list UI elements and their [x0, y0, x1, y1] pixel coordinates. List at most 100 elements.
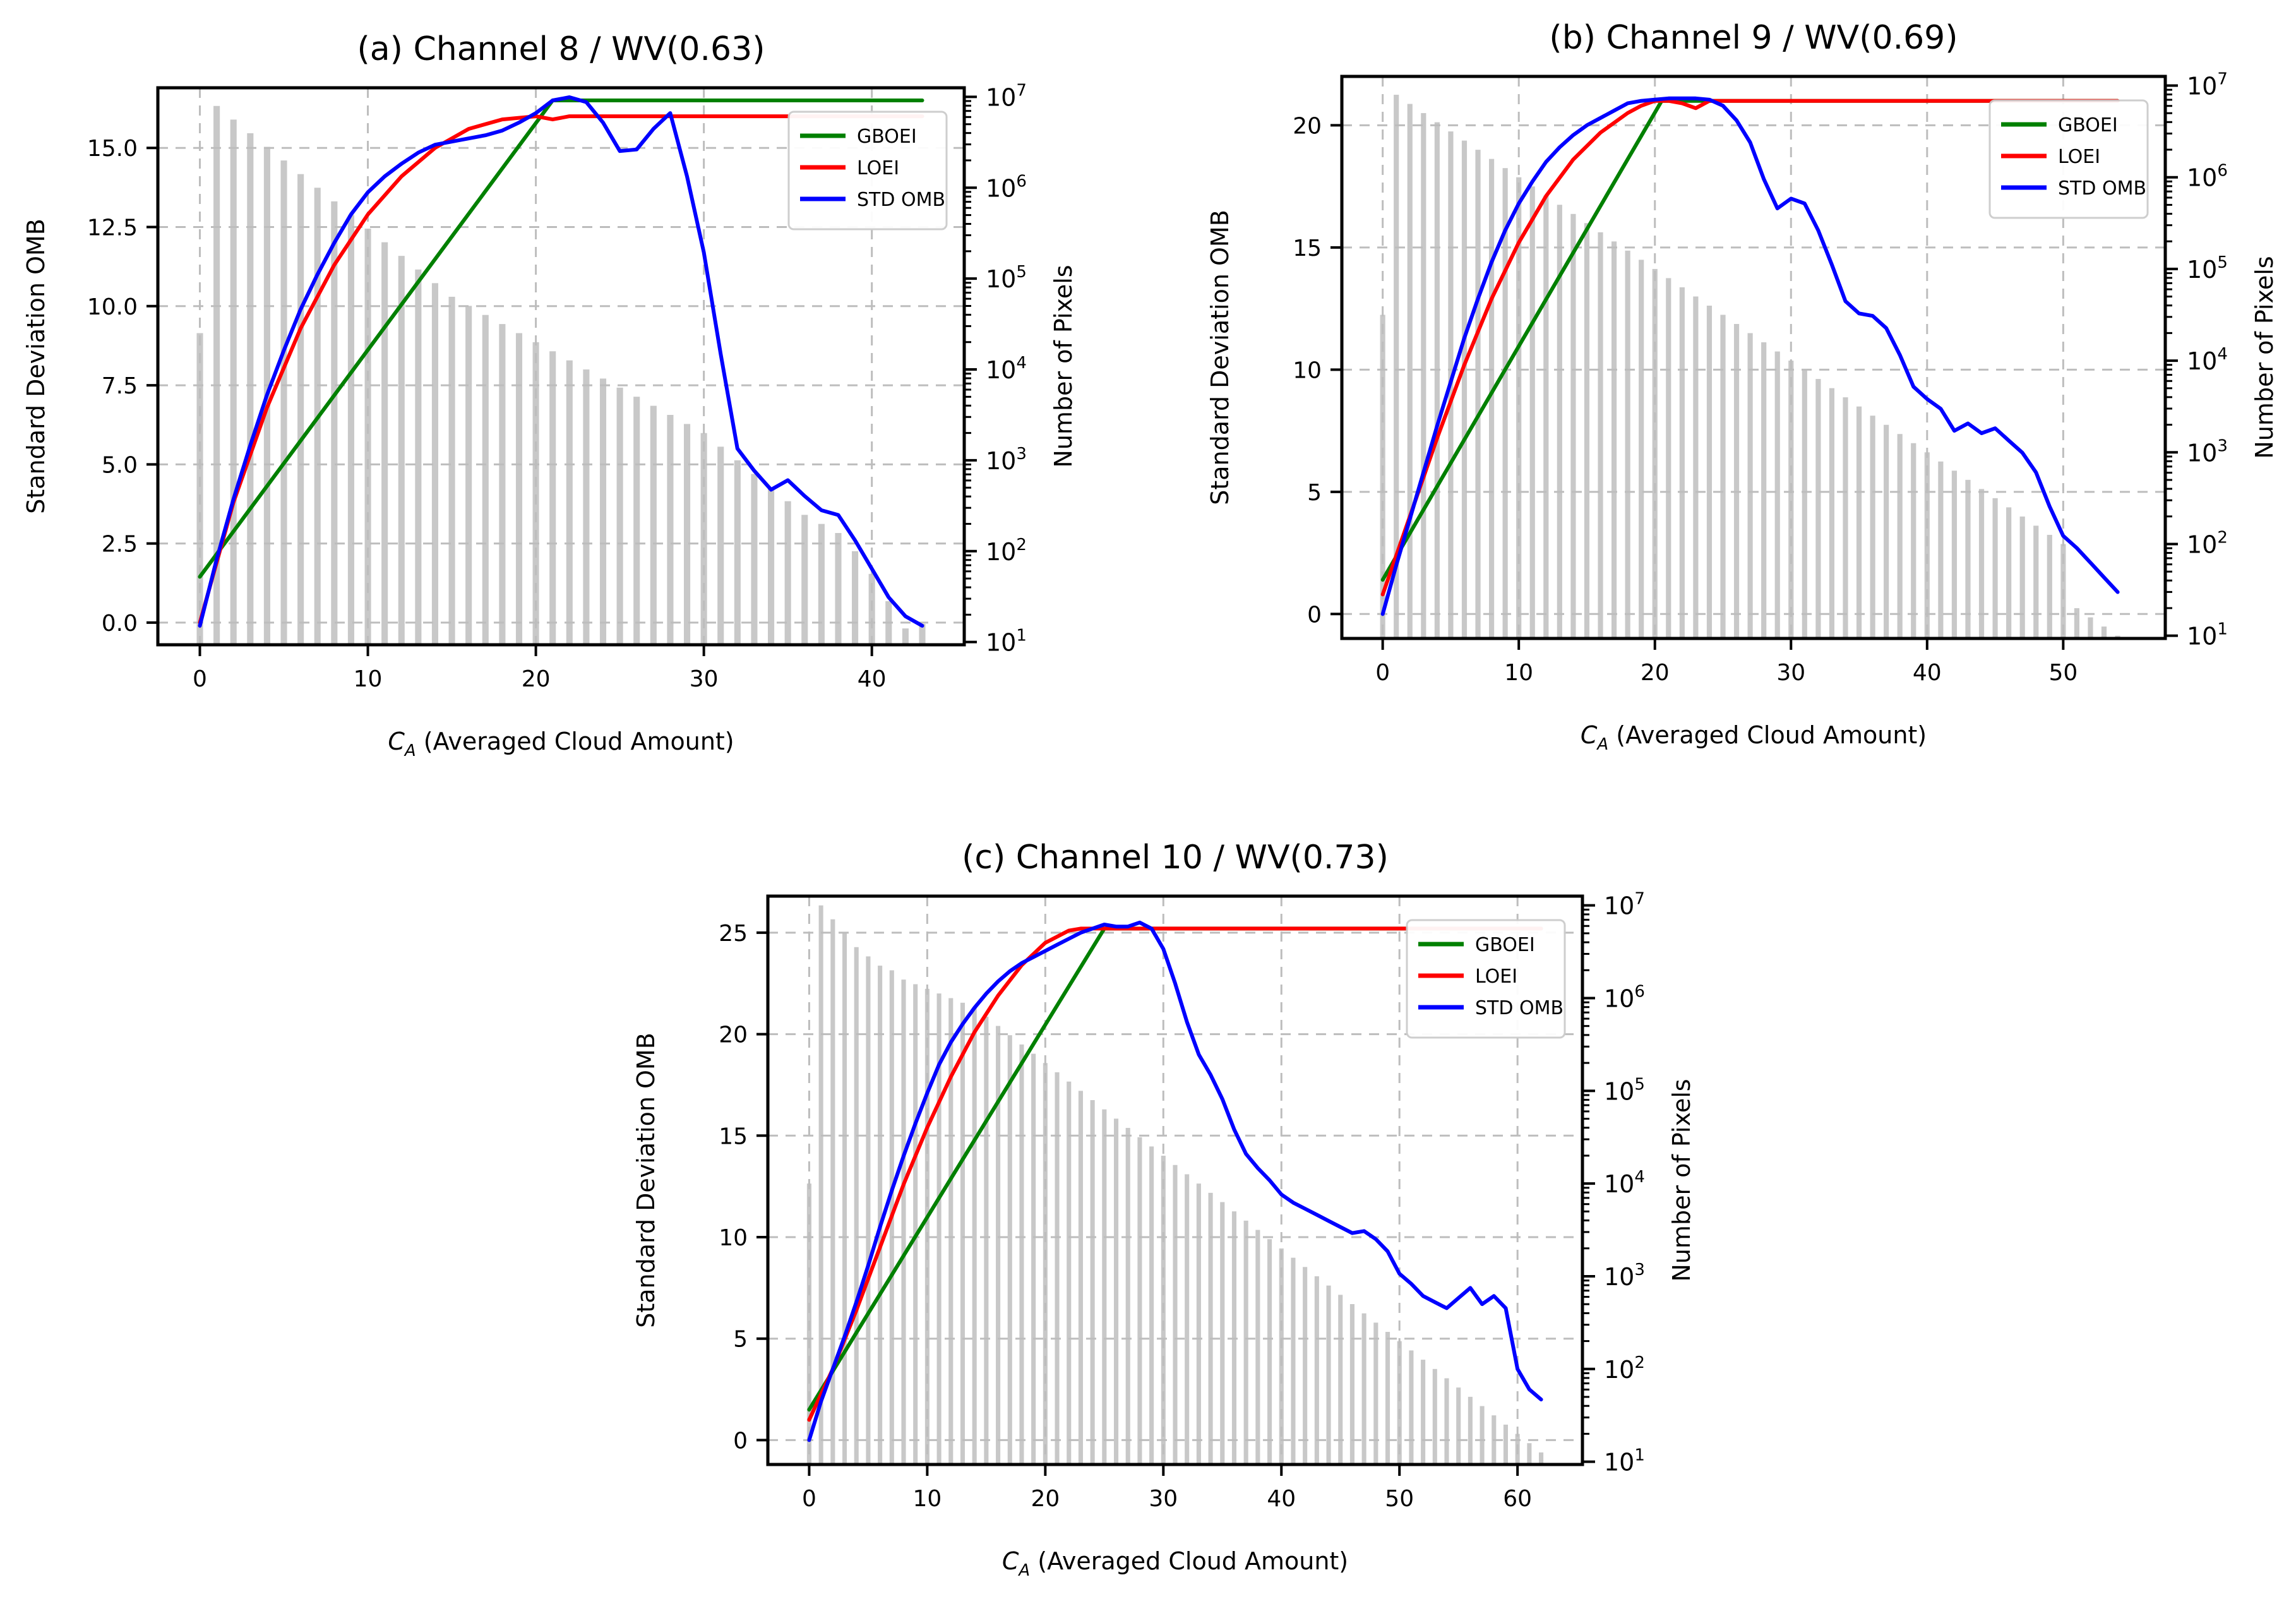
y-axis-label: Standard Deviation OMB [1206, 210, 1234, 505]
y2-tick-label: 106 [1604, 983, 1645, 1013]
legend-label: GBOEI [857, 126, 917, 148]
histogram-bar [1394, 95, 1399, 638]
y2-tick-label: 104 [2187, 345, 2228, 375]
panel-c: 0 10 20 30 40 50 60 0 5 10 15 20 25 101 102 103 104 105 10… [632, 839, 1695, 1580]
y-axis-label: Standard Deviation OMB [22, 219, 50, 514]
histogram-bar [717, 446, 724, 645]
x-tick-label: 30 [1776, 660, 1805, 686]
histogram-bar [878, 966, 883, 1464]
panel-b: 0 10 20 30 40 50 0 5 10 15 20 101 102 103 104 105 106 107… [1206, 19, 2278, 754]
legend-label: LOEI [1475, 966, 1517, 988]
histogram-bar [1185, 1174, 1190, 1464]
legend-label: LOEI [2058, 146, 2100, 168]
histogram-bar [1856, 406, 1862, 638]
histogram-bar [1706, 305, 1713, 638]
histogram-bar [1338, 1295, 1343, 1464]
x-tick-label: 0 [802, 1486, 816, 1512]
y-tick-label: 5.0 [102, 452, 138, 478]
legend-label: STD OMB [857, 189, 945, 211]
histogram-bar [1992, 498, 1998, 638]
histogram-bar [2033, 525, 2039, 638]
histogram-bar [1639, 260, 1644, 638]
histogram-bar [1361, 1313, 1366, 1464]
histogram-bar [1666, 278, 1671, 638]
legend-label: LOEI [857, 157, 899, 179]
y-tick-label: 7.5 [102, 373, 138, 399]
histogram-bar [852, 551, 859, 645]
y2-axis-label: Number of Pixels [1049, 265, 1077, 467]
histogram-bar [1720, 314, 1726, 638]
x-tick-label: 20 [1031, 1486, 1060, 1512]
histogram-bar [818, 905, 823, 1464]
legend: GBOEI LOEI STD OMB [1406, 919, 1566, 1039]
histogram-bar [972, 1007, 977, 1464]
y-tick-label: 10 [1293, 357, 1322, 383]
histogram-bar [902, 628, 909, 645]
histogram-bar [1679, 287, 1685, 638]
y-tick-label: 0 [1307, 602, 1322, 628]
y-tick-label: 2.5 [102, 532, 138, 558]
y2-tick-label: 103 [2187, 436, 2228, 467]
histogram-bar [1421, 1360, 1426, 1464]
y-tick-label: 0.0 [102, 611, 138, 637]
histogram-bar [1911, 443, 1916, 638]
y2-tick-label: 103 [1604, 1261, 1645, 1291]
y2-tick-label: 105 [1604, 1075, 1645, 1105]
x-tick-label: 40 [1913, 660, 1942, 686]
histogram-bar [913, 984, 918, 1464]
histogram-bar [767, 488, 775, 645]
y-tick-label: 20 [1293, 113, 1322, 139]
histogram-bar [936, 993, 942, 1464]
histogram-bar [1502, 168, 1508, 638]
legend-label: STD OMB [1475, 997, 1564, 1019]
histogram-bar [1529, 186, 1535, 639]
histogram-bar [515, 333, 523, 645]
x-axis-label: CA (Averaged Cloud Amount) [1002, 1547, 1348, 1580]
series-line-loei [198, 114, 924, 625]
panel-a: 0 10 20 30 40 0.0 2.5 5.0 7.5 10.0 12.5 15.0 101 102 1… [22, 30, 1077, 760]
histogram-bar [842, 933, 847, 1464]
y-tick-label: 15 [719, 1123, 748, 1149]
histogram-bar [960, 1002, 966, 1464]
histogram-bar [1625, 250, 1630, 638]
series-line-std-omb [198, 95, 924, 628]
histogram-bar [280, 160, 287, 645]
histogram-bar [297, 174, 304, 645]
histogram-bar [364, 229, 371, 645]
y-tick-label: 10 [719, 1225, 748, 1251]
histogram-bar [1303, 1267, 1308, 1464]
histogram-bar [415, 269, 422, 645]
x-axis-label: CA (Averaged Cloud Amount) [388, 728, 734, 760]
x-axis-label: CA (Averaged Cloud Amount) [1581, 721, 1927, 754]
histogram-bar [1456, 1387, 1461, 1464]
histogram-bar [1761, 342, 1767, 638]
histogram-bar [1693, 296, 1699, 638]
histogram-bar [1978, 489, 1985, 638]
x-tick-label: 20 [1641, 660, 1670, 686]
histogram-bar [667, 414, 674, 645]
histogram-bar [1461, 140, 1468, 638]
histogram-bar [801, 515, 808, 645]
histogram-bar [1527, 1443, 1532, 1464]
histogram-bar [1774, 351, 1780, 638]
histogram-bar [1503, 1424, 1509, 1464]
histogram-bar [1149, 1146, 1154, 1464]
histogram-bar [1314, 1276, 1319, 1464]
histogram-bar [2074, 608, 2079, 638]
y2-tick-label: 107 [986, 81, 1027, 111]
histogram-bar [599, 378, 607, 645]
y2-tick-label: 102 [986, 536, 1027, 566]
plot-frame [766, 894, 1584, 1466]
histogram-bar [919, 623, 926, 645]
x-tick-label: 10 [354, 666, 383, 692]
histogram-bar [213, 105, 220, 645]
histogram-bar [2019, 516, 2025, 638]
histogram-bar [1598, 232, 1603, 638]
y-tick-label: 15 [1293, 236, 1322, 261]
histogram-bar [1468, 1396, 1473, 1464]
histogram-bar [1031, 1053, 1036, 1464]
x-tick-label: 30 [1149, 1486, 1178, 1512]
series-line-std-omb [807, 920, 1543, 1442]
histogram-bar [1488, 159, 1495, 639]
